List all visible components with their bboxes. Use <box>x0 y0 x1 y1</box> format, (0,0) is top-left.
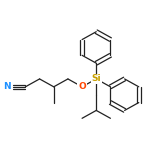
Text: Si: Si <box>92 74 101 83</box>
Text: O: O <box>78 82 86 91</box>
Text: N: N <box>4 82 11 91</box>
